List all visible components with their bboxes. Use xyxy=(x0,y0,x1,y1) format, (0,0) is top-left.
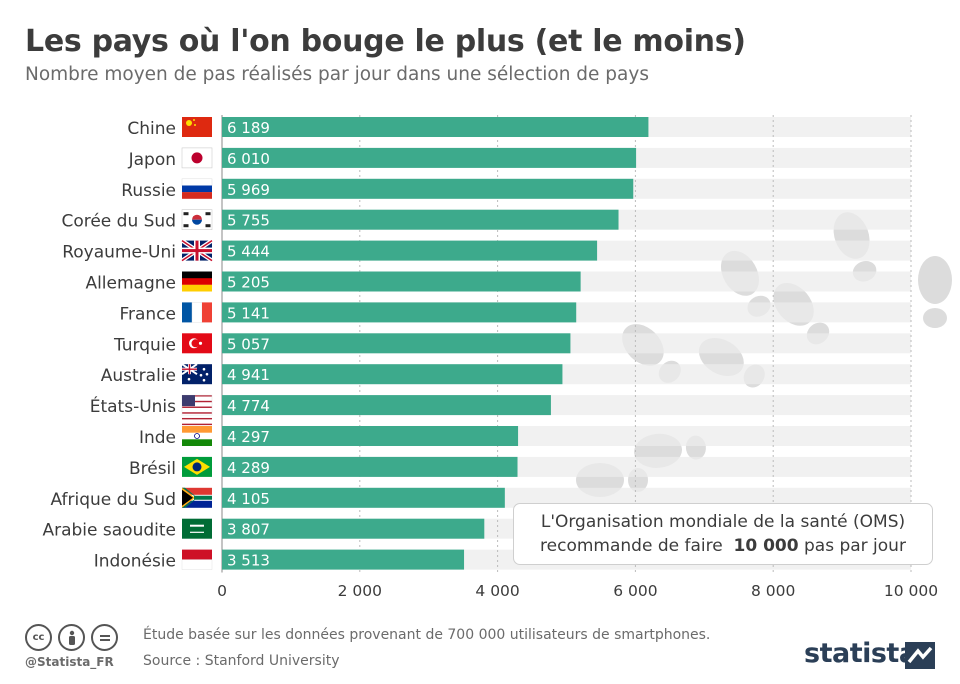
category-label: Japon xyxy=(128,150,176,170)
statista-logo[interactable]: statista xyxy=(804,638,917,669)
usa-flag-icon xyxy=(181,394,213,431)
bar xyxy=(222,178,634,199)
note-line-1: L'Organisation mondiale de la santé (OMS… xyxy=(540,512,906,532)
twitter-handle[interactable]: @Statista_FR xyxy=(25,655,114,669)
bar xyxy=(222,302,577,323)
bar xyxy=(222,426,519,446)
bar xyxy=(222,271,581,292)
category-label: Indonésie xyxy=(94,552,176,572)
saudi-arabia-flag-icon xyxy=(182,518,212,539)
footer-source: Source : Stanford University xyxy=(143,653,340,669)
by-icon xyxy=(58,624,85,651)
value-label: 5 969 xyxy=(227,181,270,199)
category-label: États-Unis xyxy=(90,395,176,417)
x-tick-label: 4 000 xyxy=(475,582,519,600)
value-label: 4 289 xyxy=(227,459,270,477)
bar xyxy=(222,333,571,354)
note-line-2: recommande de faire 10 000 pas par jour xyxy=(514,534,932,558)
x-tick-label: 10 000 xyxy=(884,582,938,600)
germany-flag-icon xyxy=(182,271,212,292)
x-tick-label: 2 000 xyxy=(338,582,382,600)
statista-logo-icon xyxy=(905,642,935,669)
nd-icon xyxy=(91,624,118,651)
south-korea-flag-icon xyxy=(181,209,213,230)
uk-flag-icon xyxy=(180,238,214,263)
x-tick-label: 6 000 xyxy=(613,582,657,600)
value-label: 5 205 xyxy=(227,274,270,292)
bar-chart: 6 189 Chine 6 010 Japon 5 969 Russie 5 755 Coré… xyxy=(42,115,952,600)
note-bold-value: 10 000 xyxy=(733,536,799,556)
bar xyxy=(222,549,465,570)
note-prefix: recommande de faire xyxy=(540,536,723,556)
value-label: 3 807 xyxy=(227,521,270,539)
value-label: 5 141 xyxy=(227,304,270,322)
russia-flag-icon xyxy=(181,178,213,199)
bar xyxy=(222,395,551,416)
x-tick-label: 8 000 xyxy=(751,582,795,600)
turkey-flag-icon xyxy=(182,333,212,354)
category-label: Chine xyxy=(127,119,176,139)
value-label: 4 774 xyxy=(227,397,270,415)
footprint-shape xyxy=(918,256,952,328)
france-flag-icon xyxy=(182,302,212,323)
value-label: 6 010 xyxy=(227,150,270,168)
bar xyxy=(222,240,598,261)
note-suffix: pas par jour xyxy=(803,536,906,556)
cc-icon: cc xyxy=(25,624,52,651)
bar xyxy=(222,117,649,137)
bar xyxy=(222,364,563,385)
india-flag-icon xyxy=(182,426,212,446)
bar xyxy=(222,147,637,168)
category-label: Royaume-Uni xyxy=(62,243,176,263)
value-label: 4 941 xyxy=(227,366,270,384)
chart-subtitle: Nombre moyen de pas réalisés par jour da… xyxy=(25,64,649,85)
value-label: 6 189 xyxy=(227,119,270,137)
value-label: 5 755 xyxy=(227,212,270,230)
value-label: 5 057 xyxy=(227,335,270,353)
indonesia-flag-icon xyxy=(181,549,213,570)
license-icons: cc xyxy=(25,624,118,651)
category-label: Corée du Sud xyxy=(61,212,176,232)
value-label: 4 297 xyxy=(227,428,270,446)
x-tick-label: 0 xyxy=(217,582,227,600)
value-label: 4 105 xyxy=(227,490,270,508)
category-label: Inde xyxy=(139,428,176,448)
brazil-flag-icon xyxy=(182,456,212,477)
chart-title: Les pays où l'on bouge le plus (et le mo… xyxy=(25,24,746,59)
category-label: Afrique du Sud xyxy=(51,490,176,510)
category-label: Brésil xyxy=(129,459,176,479)
category-label: France xyxy=(119,304,176,324)
category-label: Russie xyxy=(121,181,176,201)
category-label: Australie xyxy=(101,366,176,386)
footer-note: Étude basée sur les données provenant de… xyxy=(143,627,711,643)
bar xyxy=(222,209,619,230)
japan-flag-icon xyxy=(181,147,213,169)
who-recommendation-note: L'Organisation mondiale de la santé (OMS… xyxy=(513,503,933,565)
category-label: Arabie saoudite xyxy=(42,521,176,541)
australia-flag-icon xyxy=(181,363,212,385)
bar xyxy=(222,456,518,477)
china-flag-icon xyxy=(182,117,212,137)
bar xyxy=(222,487,505,508)
category-label: Turquie xyxy=(113,335,176,355)
bar xyxy=(222,518,485,539)
value-label: 3 513 xyxy=(227,552,270,570)
category-label: Allemagne xyxy=(85,274,176,294)
south-africa-flag-icon xyxy=(182,487,212,508)
value-label: 5 444 xyxy=(227,243,270,261)
